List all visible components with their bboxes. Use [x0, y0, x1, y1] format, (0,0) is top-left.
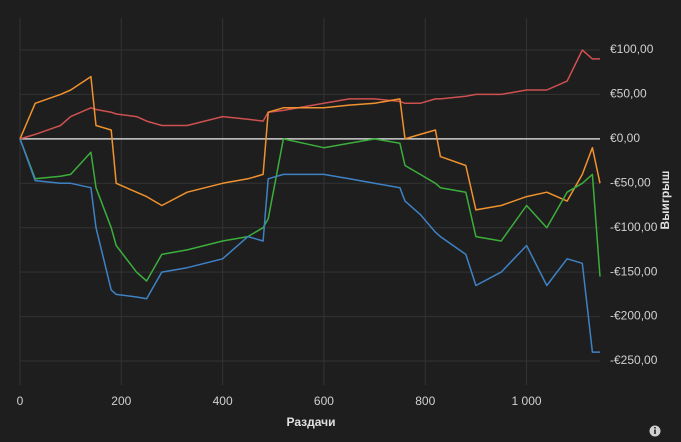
y-tick-label: €100,00	[610, 42, 654, 56]
x-tick-label: 1 000	[512, 394, 542, 408]
series-line	[19, 75, 601, 211]
y-tick-label: €50,00	[610, 87, 647, 101]
series-line	[19, 49, 600, 140]
y-axis-title: Выигрыш	[658, 171, 672, 230]
x-tick-label: 600	[314, 394, 334, 408]
series-line	[19, 138, 601, 282]
y-tick-label: €0,00	[610, 131, 640, 145]
info-icon[interactable]	[649, 425, 661, 437]
x-tick-label: 200	[111, 394, 131, 408]
y-tick-label: -€50,00	[610, 175, 651, 189]
x-tick-label: 400	[213, 394, 233, 408]
y-tick-label: -€100,00	[610, 220, 658, 234]
x-axis-title: Раздачи	[287, 415, 336, 429]
series-line	[19, 138, 600, 353]
y-tick-label: -€200,00	[610, 309, 658, 323]
plot-area	[20, 18, 600, 385]
x-tick-label: 800	[415, 394, 435, 408]
y-tick-label: -€250,00	[610, 353, 658, 367]
x-tick-label: 0	[17, 394, 24, 408]
y-tick-label: -€150,00	[610, 264, 658, 278]
